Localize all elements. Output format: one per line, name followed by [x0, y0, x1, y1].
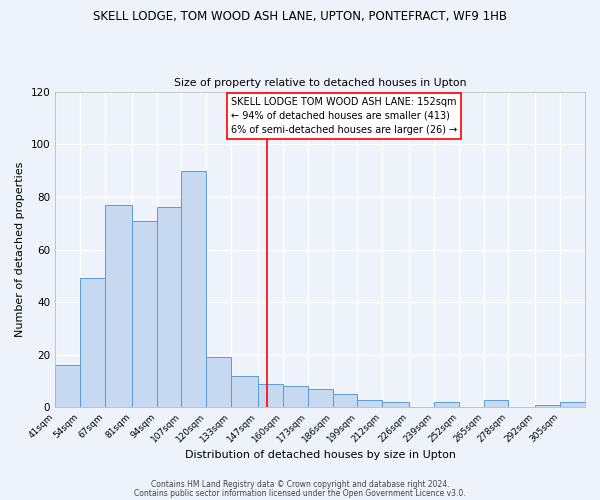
Bar — [80, 278, 105, 407]
Bar — [535, 405, 560, 407]
Text: SKELL LODGE TOM WOOD ASH LANE: 152sqm
← 94% of detached houses are smaller (413): SKELL LODGE TOM WOOD ASH LANE: 152sqm ← … — [231, 97, 457, 135]
Text: SKELL LODGE, TOM WOOD ASH LANE, UPTON, PONTEFRACT, WF9 1HB: SKELL LODGE, TOM WOOD ASH LANE, UPTON, P… — [93, 10, 507, 23]
Bar — [55, 366, 80, 408]
Bar — [283, 386, 308, 407]
Bar — [560, 402, 585, 407]
Bar — [358, 400, 382, 407]
Bar — [157, 208, 181, 408]
Bar — [105, 205, 131, 408]
X-axis label: Distribution of detached houses by size in Upton: Distribution of detached houses by size … — [185, 450, 455, 460]
Text: Contains public sector information licensed under the Open Government Licence v3: Contains public sector information licen… — [134, 489, 466, 498]
Bar — [206, 358, 231, 408]
Bar — [308, 389, 332, 407]
Bar — [332, 394, 358, 407]
Bar — [181, 170, 206, 408]
Bar — [131, 220, 157, 408]
Bar — [484, 400, 508, 407]
Title: Size of property relative to detached houses in Upton: Size of property relative to detached ho… — [174, 78, 466, 88]
Bar — [382, 402, 409, 407]
Bar — [231, 376, 258, 408]
Text: Contains HM Land Registry data © Crown copyright and database right 2024.: Contains HM Land Registry data © Crown c… — [151, 480, 449, 489]
Bar — [434, 402, 459, 407]
Y-axis label: Number of detached properties: Number of detached properties — [15, 162, 25, 337]
Bar — [258, 384, 283, 407]
